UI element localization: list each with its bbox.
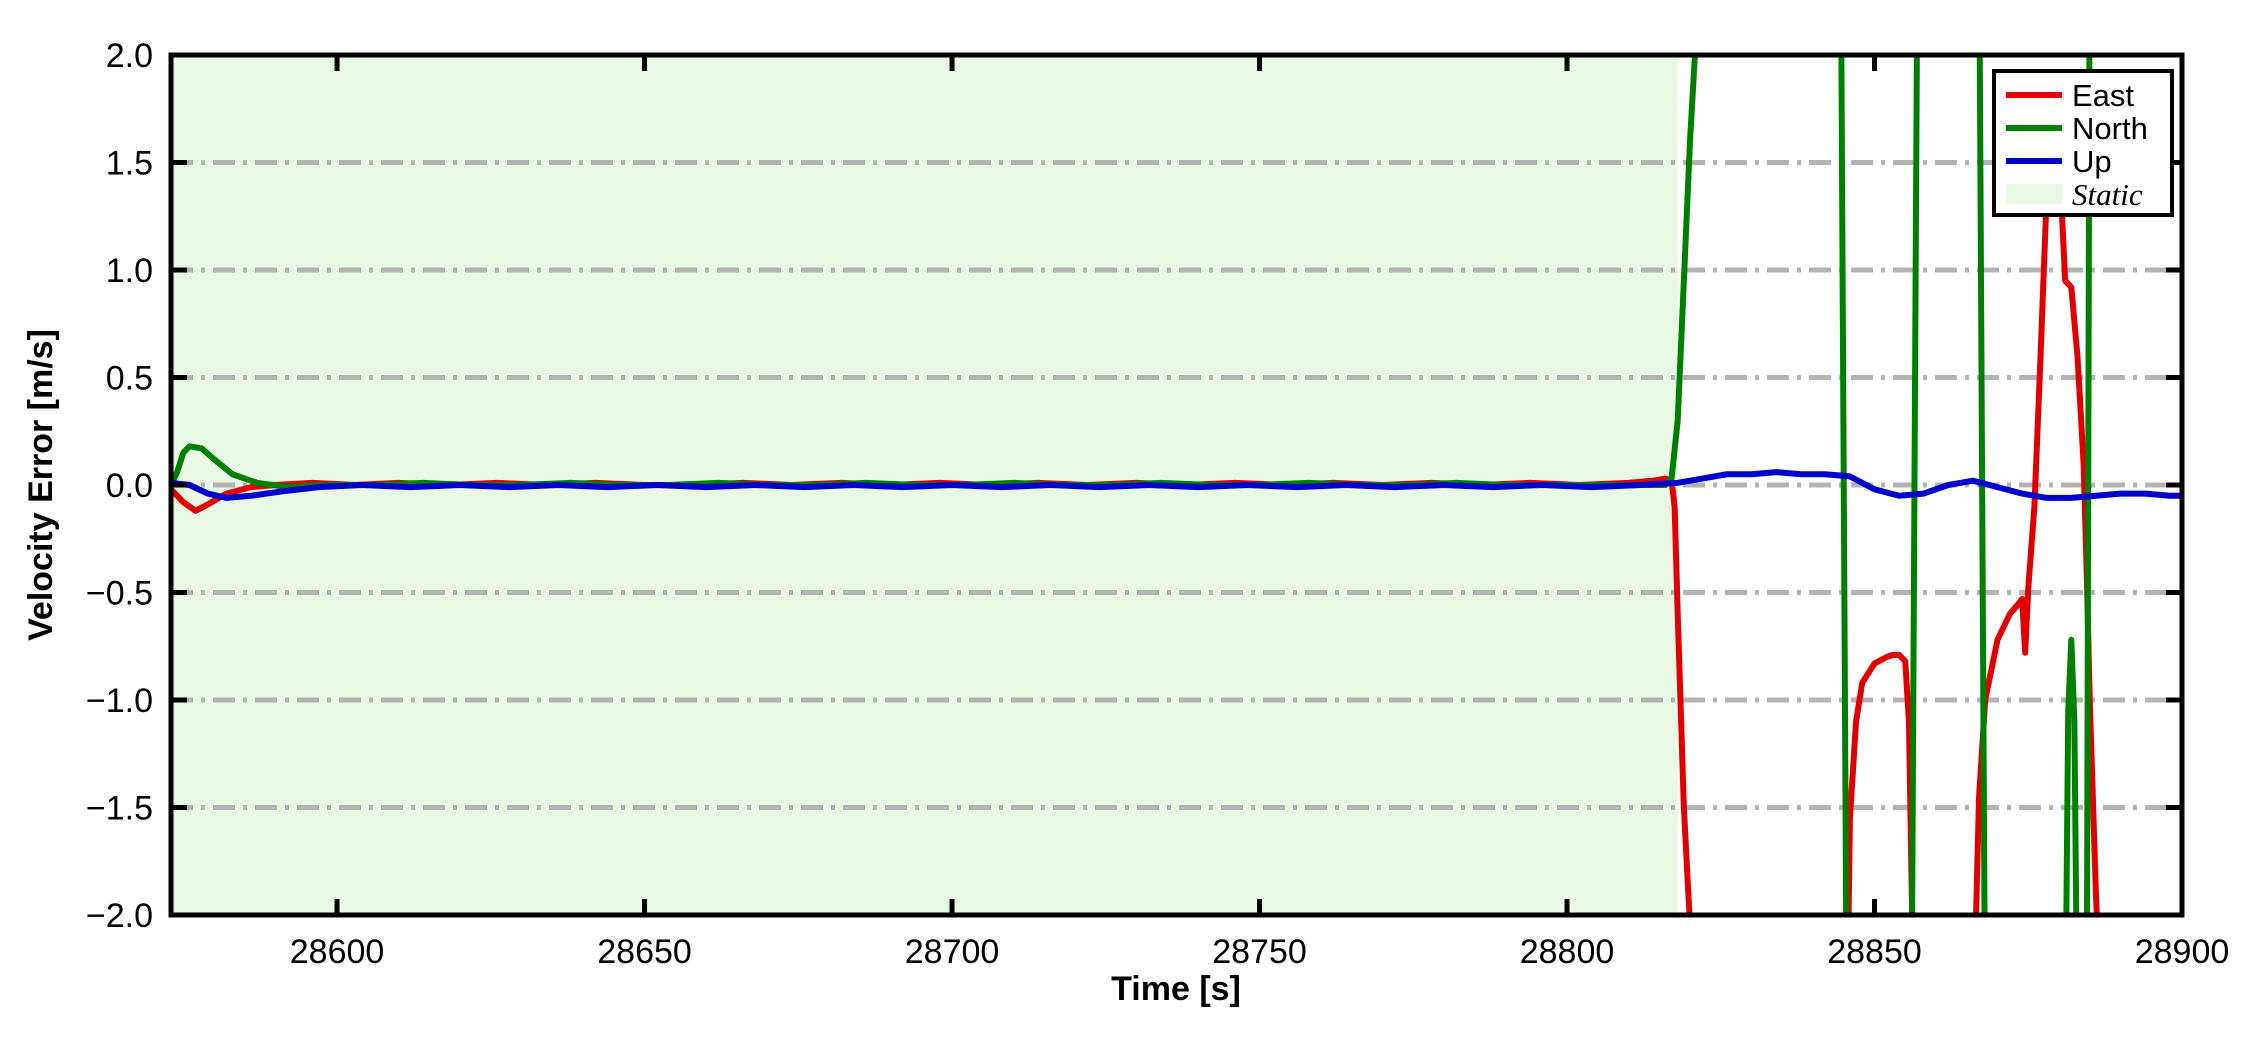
x-tick-label: 28900 [2135,933,2230,971]
y-axis-title: Velocity Error [m/s] [22,329,60,641]
y-tick-label: 2.0 [106,37,153,75]
legend-item-up[interactable]: Up [2006,144,2112,179]
y-tick-label: 0.0 [106,467,153,505]
y-tick-label: −1.5 [86,790,153,828]
x-tick-label: 28600 [290,933,385,971]
y-tick-label: −2.0 [86,897,153,935]
legend-item-static[interactable]: Static [2006,177,2143,212]
x-tick-label: 28700 [905,933,1000,971]
series-line-up [171,469,2182,501]
data-series-layer [171,55,2182,915]
x-axis-title: Time [s] [1111,970,1241,1008]
y-tick-label: 1.0 [106,252,153,290]
legend-item-north[interactable]: North [2006,111,2148,146]
legend-label-up: Up [2072,144,2112,179]
y-tick-label: −1.0 [86,682,153,720]
legend-item-east[interactable]: East [2006,78,2134,113]
axis-tick-labels: 28600 28650 28700 28750 28800 28850 28900 −2.0 −… [86,37,2229,971]
legend-label-static: Static [2072,177,2143,212]
legend-swatch-static [2006,184,2062,204]
legend-label-east: East [2072,78,2134,113]
axis-ticks [171,52,2185,918]
x-tick-label: 28750 [1212,933,1307,971]
x-tick-label: 28650 [597,933,692,971]
y-tick-label: −0.5 [86,575,153,613]
legend-label-north: North [2072,111,2148,146]
y-tick-label: 1.5 [106,145,153,183]
y-tick-label: 0.5 [106,360,153,398]
x-tick-label: 28850 [1827,933,1922,971]
x-tick-label: 28800 [1520,933,1615,971]
